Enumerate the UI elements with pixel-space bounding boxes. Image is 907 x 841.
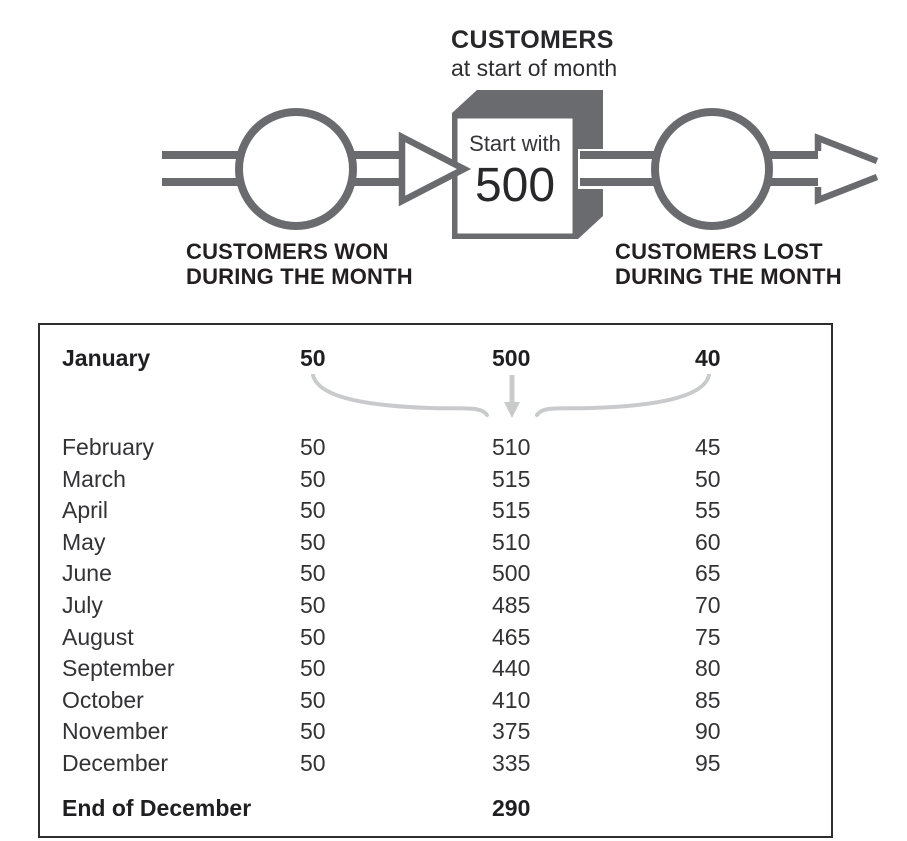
start-cell: 515 (492, 465, 531, 492)
carryover-connector (40, 374, 831, 432)
diagram-subtitle: at start of month (451, 55, 618, 81)
lost-cell: 45 (695, 434, 721, 460)
month-cell: March (62, 465, 126, 492)
footer-won-cell (300, 792, 492, 824)
month-cell: October (62, 686, 144, 713)
won-cell: 50 (300, 686, 326, 713)
table-body: February 50 510 45 March 50 515 50 April 50 515 55 M… (40, 432, 831, 780)
table-row: May 50 510 60 (40, 527, 831, 559)
lost-cell: 95 (695, 749, 721, 776)
won-cell: 50 (300, 749, 326, 776)
lost-cell: 55 (695, 497, 721, 524)
month-cell: July (62, 591, 103, 618)
carryover-connector-graphic (311, 374, 711, 418)
start-cell: 410 (492, 686, 531, 713)
table-row: April 50 515 55 (40, 495, 831, 527)
start-cell: 515 (492, 497, 531, 524)
start-cell: 510 (492, 434, 531, 460)
table-row: October 50 410 85 (40, 685, 831, 717)
footer-lost-cell (695, 792, 831, 824)
won-cell: 50 (300, 528, 326, 555)
start-cell: 500 (492, 560, 531, 587)
won-cell: 50 (300, 434, 326, 460)
inflow-arrow-icon (398, 131, 472, 207)
lost-cell: 90 (695, 718, 721, 745)
footer-label-cell: End of December (62, 794, 252, 821)
lost-cell: 70 (695, 591, 721, 618)
lost-cell: 85 (695, 686, 721, 713)
start-cell: 465 (492, 623, 531, 650)
lost-cell: 40 (695, 345, 721, 371)
table-row: September 50 440 80 (40, 653, 831, 685)
start-cell: 335 (492, 749, 531, 776)
won-cell: 50 (300, 655, 326, 682)
footer-start-cell: 290 (492, 794, 531, 821)
won-cell: 50 (300, 345, 326, 371)
start-cell: 375 (492, 718, 531, 745)
carry-arrow-icon (504, 402, 520, 418)
lost-cell: 65 (695, 560, 721, 587)
won-cell: 50 (300, 591, 326, 618)
outflow-valve-icon (651, 108, 773, 230)
won-carry-curve (311, 374, 489, 417)
table-row: February 50 510 45 (40, 432, 831, 464)
start-cell: 485 (492, 591, 531, 618)
month-cell: January (62, 345, 151, 371)
start-cell: 500 (492, 345, 531, 371)
month-cell: September (62, 655, 175, 682)
month-cell: June (62, 560, 112, 587)
table-row: June 50 500 65 (40, 558, 831, 590)
table-row: December 50 335 95 (40, 748, 831, 780)
outflow-label: CUSTOMERS LOST DURING THE MONTH (615, 239, 842, 289)
data-table: January 50 500 40 February 50 510 45 March 50… (38, 323, 833, 838)
inflow-label-line2: DURING THE MONTH (186, 263, 413, 289)
stock-box-value: 500 (474, 159, 556, 212)
inflow-valve-icon (235, 108, 357, 230)
outflow-arrow-icon (814, 133, 879, 205)
table-footer-row: End of December 290 (40, 792, 831, 824)
outflow-label-line1: CUSTOMERS LOST (615, 239, 823, 264)
start-cell: 510 (492, 528, 531, 555)
stock-flow-diagram (162, 90, 879, 239)
table-row: July 50 485 70 (40, 590, 831, 622)
table-row: March 50 515 50 (40, 464, 831, 496)
start-cell: 440 (492, 655, 531, 682)
table-row: August 50 465 75 (40, 622, 831, 654)
month-cell: May (62, 528, 106, 555)
won-cell: 50 (300, 560, 326, 587)
won-cell: 50 (300, 497, 326, 524)
won-cell: 50 (300, 623, 326, 650)
inflow-label-line1: CUSTOMERS WON (186, 239, 389, 264)
lost-cell: 50 (695, 465, 721, 492)
table-row: January 50 500 40 (40, 342, 831, 374)
lost-carry-curve (535, 374, 711, 417)
inflow-label: CUSTOMERS WON DURING THE MONTH (186, 239, 413, 289)
month-cell: April (62, 497, 109, 524)
stock-box-label: Start with (469, 131, 561, 156)
month-cell: February (62, 434, 155, 460)
lost-cell: 60 (695, 528, 721, 555)
month-cell: August (62, 623, 134, 650)
table-row: November 50 375 90 (40, 716, 831, 748)
month-cell: December (62, 749, 169, 776)
won-cell: 50 (300, 465, 326, 492)
outflow-label-line2: DURING THE MONTH (615, 263, 842, 289)
won-cell: 50 (300, 718, 326, 745)
diagram-title: CUSTOMERS (451, 26, 614, 54)
lost-cell: 75 (695, 623, 721, 650)
month-cell: November (62, 718, 169, 745)
lost-cell: 80 (695, 655, 721, 682)
